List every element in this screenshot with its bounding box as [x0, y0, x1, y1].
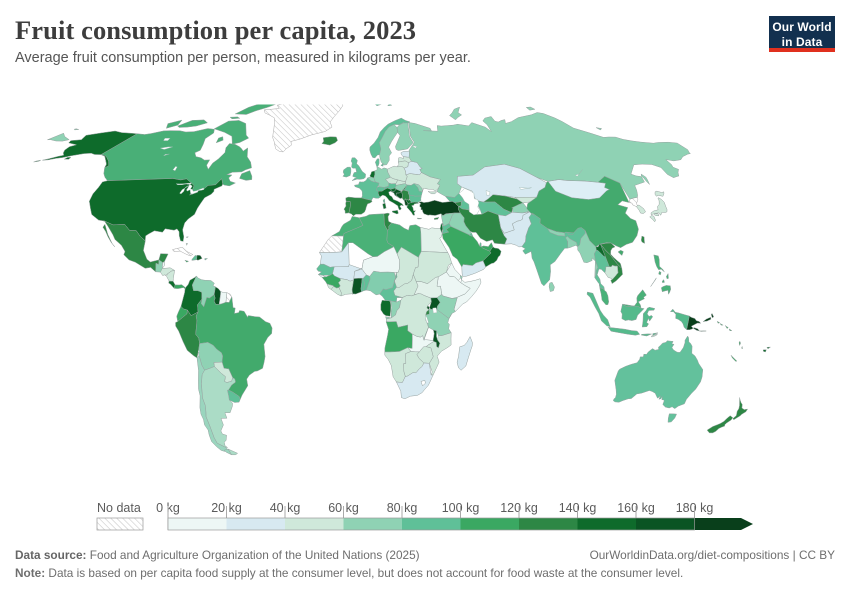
- svg-text:No data: No data: [97, 501, 141, 515]
